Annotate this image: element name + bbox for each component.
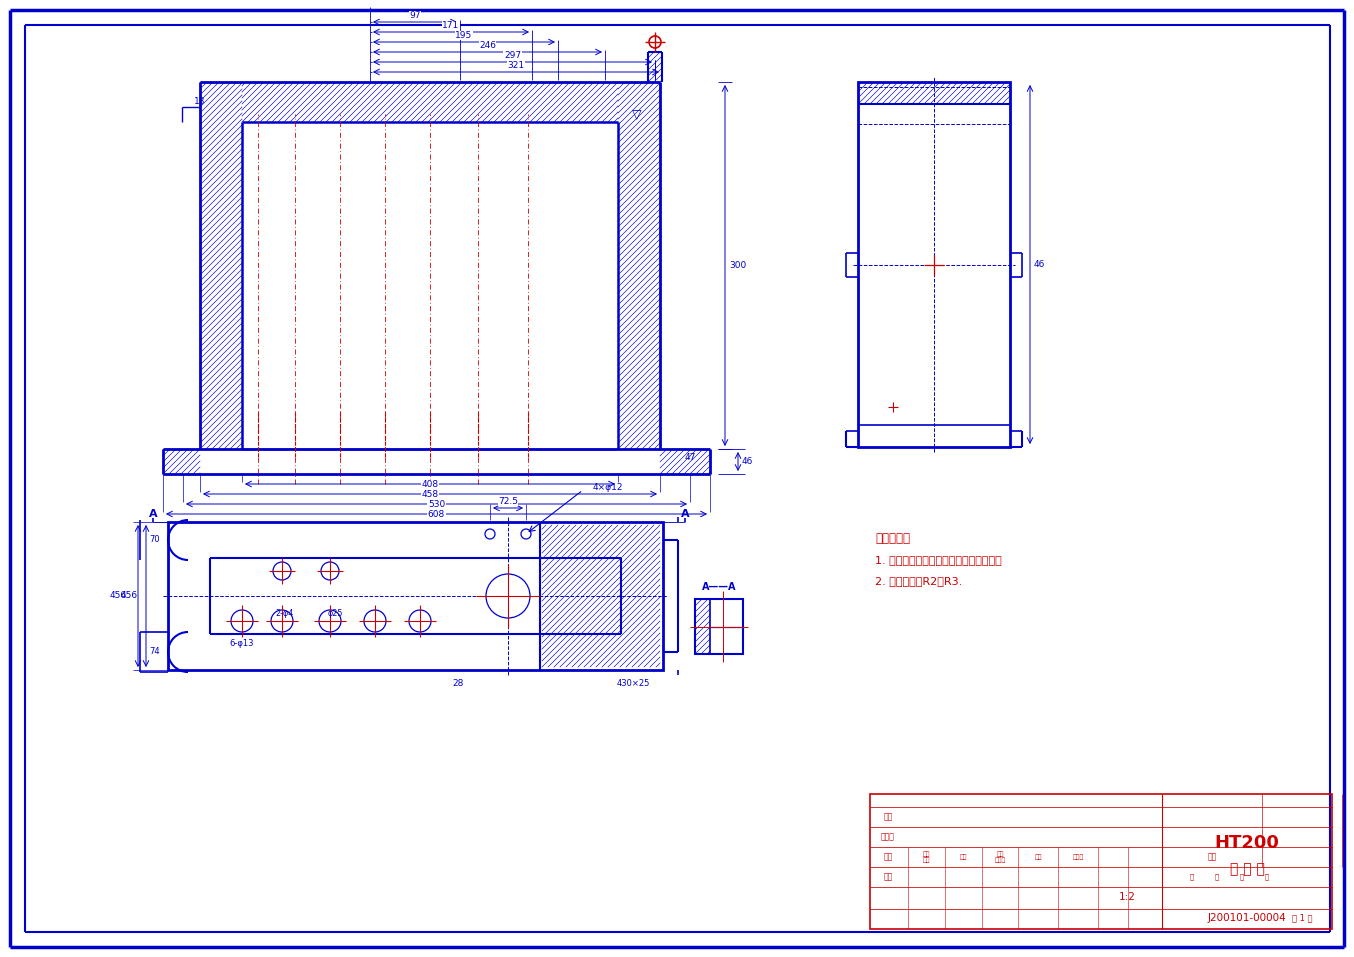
Text: A: A (149, 509, 157, 519)
Text: 74: 74 (149, 648, 160, 657)
Text: 年月日: 年月日 (1072, 855, 1083, 859)
Bar (871, 794, 1332, 929)
Text: 技术要求：: 技术要求： (875, 532, 910, 545)
Text: 458: 458 (421, 490, 439, 499)
Text: 97: 97 (409, 11, 421, 20)
Text: 页: 页 (1265, 874, 1269, 880)
Text: 28: 28 (452, 679, 463, 688)
Text: J200101-00004: J200101-00004 (1208, 913, 1286, 923)
Text: φ25: φ25 (328, 609, 343, 617)
Text: A: A (681, 509, 689, 519)
Text: 608: 608 (428, 510, 445, 519)
Text: 195: 195 (455, 31, 473, 40)
Text: 6-φ13: 6-φ13 (230, 638, 255, 648)
Text: 标准化: 标准化 (881, 833, 895, 841)
Bar (695, 599, 743, 654)
Text: 321: 321 (508, 61, 524, 70)
Text: 297: 297 (504, 51, 521, 60)
Text: 批准: 批准 (1208, 853, 1217, 861)
Text: 13: 13 (194, 98, 206, 106)
Text: 2. 未注圆角为R2～R3.: 2. 未注圆角为R2～R3. (875, 576, 963, 586)
Text: 46: 46 (742, 457, 753, 466)
Bar (168, 522, 663, 670)
Text: 阶段
标记: 阶段 标记 (922, 851, 930, 863)
Text: 47: 47 (684, 453, 696, 461)
Text: 456: 456 (121, 591, 138, 600)
Text: 分区: 分区 (959, 855, 967, 859)
Text: 300: 300 (728, 261, 746, 270)
Bar (858, 82, 1010, 447)
Text: HT200: HT200 (1215, 835, 1280, 853)
Text: 1:2: 1:2 (1118, 892, 1136, 902)
Text: 1. 铰链叉架处表面发蓝或其他防锈处理；: 1. 铰链叉架处表面发蓝或其他防锈处理； (875, 555, 1002, 565)
Text: 第: 第 (1240, 874, 1244, 880)
Text: 2-φ4: 2-φ4 (276, 609, 294, 617)
Text: 共: 共 (1190, 874, 1194, 880)
Text: 夹 具 体: 夹 具 体 (1229, 862, 1265, 877)
Text: 4×φ12: 4×φ12 (593, 482, 623, 492)
Text: 更改
文件号: 更改 文件号 (994, 851, 1006, 863)
Text: 第 1 页: 第 1 页 (1292, 914, 1312, 923)
Text: 审核: 审核 (883, 853, 892, 861)
Text: 530: 530 (428, 500, 445, 509)
Text: 408: 408 (421, 480, 439, 489)
Text: ▽: ▽ (632, 107, 642, 121)
Text: 430×25: 430×25 (616, 679, 650, 688)
Text: 171: 171 (443, 21, 459, 30)
Text: A——A: A——A (701, 582, 737, 592)
Text: 456: 456 (110, 591, 127, 600)
Text: 70: 70 (149, 536, 160, 545)
Text: 46: 46 (1034, 260, 1045, 269)
Text: 工艺: 工艺 (883, 812, 892, 821)
Text: 页: 页 (1215, 874, 1219, 880)
Text: 246: 246 (479, 41, 496, 50)
Text: 签名: 签名 (1034, 855, 1041, 859)
Text: 设计: 设计 (883, 873, 892, 881)
Text: 72.5: 72.5 (498, 497, 519, 506)
